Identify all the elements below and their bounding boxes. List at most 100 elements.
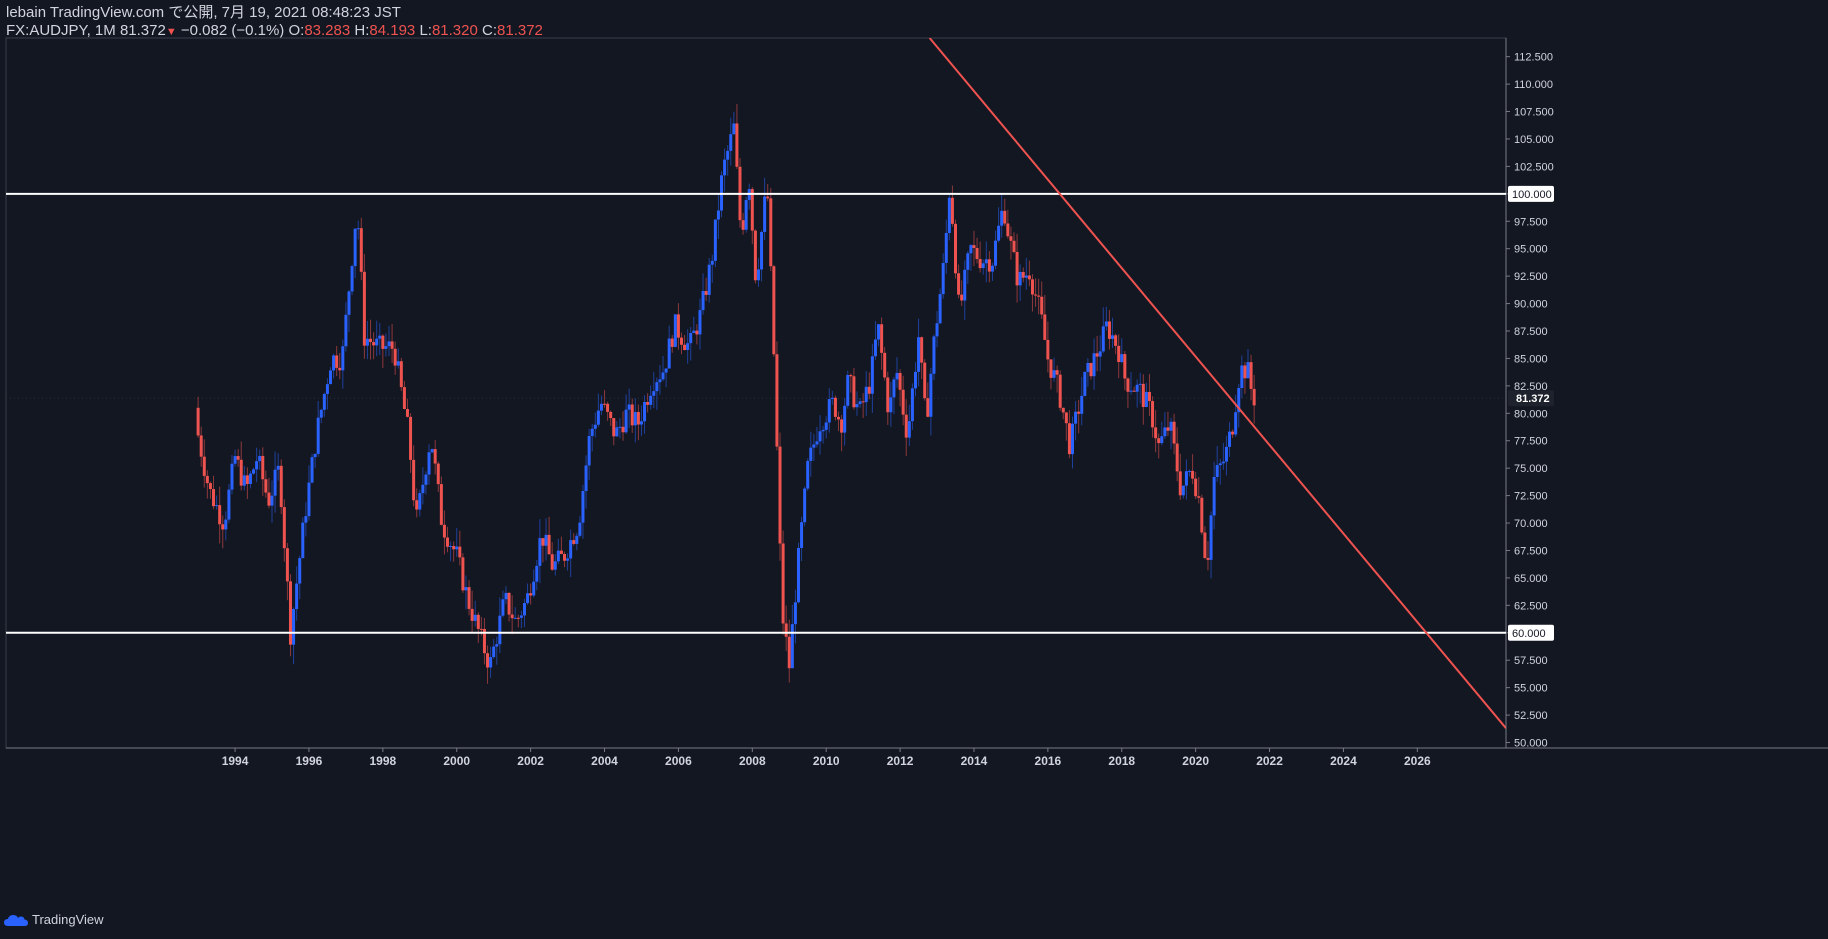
candle-body [1237, 387, 1241, 413]
high-label: H: [354, 22, 370, 39]
candle-body [578, 522, 582, 536]
candle-body [202, 456, 206, 476]
candle-body [544, 534, 548, 546]
candle-body [1151, 401, 1155, 428]
level-price-label: 60.000 [1512, 628, 1546, 640]
candle-body [452, 545, 456, 550]
candle-body [430, 449, 434, 453]
candle-body [1107, 321, 1111, 339]
candle-body [252, 469, 256, 474]
candle-body [196, 407, 200, 436]
y-tick-label: 55.000 [1514, 683, 1548, 695]
candle-body [347, 291, 351, 315]
candle-body [1111, 335, 1115, 339]
candle-body [1172, 421, 1176, 444]
candle-body [581, 491, 585, 523]
candle-body [907, 421, 911, 438]
candles [196, 103, 1256, 684]
candle-body [359, 228, 363, 272]
candle-body [467, 587, 471, 609]
candle-body [418, 493, 422, 510]
candle-body [387, 341, 391, 347]
candle-body [1184, 471, 1188, 486]
candle-body [827, 399, 831, 423]
candle-body [643, 401, 647, 422]
candle-body [790, 624, 794, 669]
candle-body [1101, 326, 1105, 352]
y-tick-label: 110.000 [1514, 79, 1553, 91]
candle-body [630, 404, 634, 426]
y-tick-label: 85.000 [1514, 353, 1548, 365]
candle-body [990, 265, 994, 272]
candle-body [325, 384, 329, 394]
candle-body [639, 421, 643, 425]
candle-body [1203, 532, 1207, 558]
candle-body [883, 352, 887, 378]
close-label: C: [482, 22, 498, 39]
candle-body [667, 338, 671, 369]
candle-body [424, 474, 428, 485]
candle-body [399, 361, 403, 388]
tradingview-cloud-icon [4, 914, 28, 926]
candle-body [372, 342, 376, 346]
level-price-label: 100.000 [1512, 189, 1552, 201]
candle-body [482, 628, 486, 654]
candle-body [889, 397, 893, 413]
candle-body [1123, 354, 1127, 379]
candle-body [442, 524, 446, 538]
candle-body [516, 617, 520, 619]
candle-body [920, 337, 924, 363]
candle-body [806, 460, 810, 489]
candle-body [960, 294, 964, 301]
candle-body [963, 269, 967, 301]
candle-body [242, 475, 246, 486]
high-value: 84.193 [369, 22, 416, 39]
candle-body [353, 228, 357, 267]
candle-body [1071, 423, 1075, 455]
candle-body [1074, 411, 1078, 424]
candle-body [335, 355, 339, 368]
tradingview-branding[interactable]: TradingView [4, 912, 104, 927]
candle-body [369, 338, 373, 343]
down-triangle-icon: ▼ [165, 26, 177, 38]
candle-body [390, 341, 394, 349]
candle-body [267, 492, 271, 506]
candle-body [864, 386, 868, 403]
candle-body [264, 479, 268, 493]
candle-body [741, 220, 745, 230]
candle-body [273, 469, 277, 496]
candle-body [837, 416, 841, 420]
current-price-label-bg [1508, 390, 1554, 407]
change-value: −0.082 (−0.1%) [180, 22, 285, 39]
candle-body [695, 330, 699, 335]
candle-body [476, 614, 480, 629]
candle-body [245, 475, 249, 484]
candle-body [599, 403, 603, 411]
candle-body [1061, 407, 1065, 413]
candle-body [378, 335, 382, 339]
candle-body [763, 196, 767, 232]
candle-body [365, 338, 369, 346]
candle-body [633, 412, 637, 426]
candle-body [852, 376, 856, 408]
y-tick-label: 50.000 [1514, 738, 1548, 750]
candle-body [661, 372, 665, 380]
candle-body [652, 391, 656, 396]
candle-body [510, 614, 514, 619]
candle-body [784, 623, 788, 637]
candle-body [1228, 431, 1232, 447]
candle-body [572, 540, 576, 544]
candle-body [609, 411, 613, 419]
candle-body [735, 123, 739, 167]
candle-body [830, 397, 834, 400]
candle-body [707, 264, 711, 295]
x-tick-label: 2014 [961, 754, 988, 768]
candle-body [1246, 362, 1250, 379]
candle-body [944, 233, 948, 263]
candle-body [880, 324, 884, 353]
candle-body [1200, 497, 1204, 533]
candle-body [1064, 412, 1068, 424]
candle-body [793, 602, 797, 625]
candle-body [840, 419, 844, 433]
